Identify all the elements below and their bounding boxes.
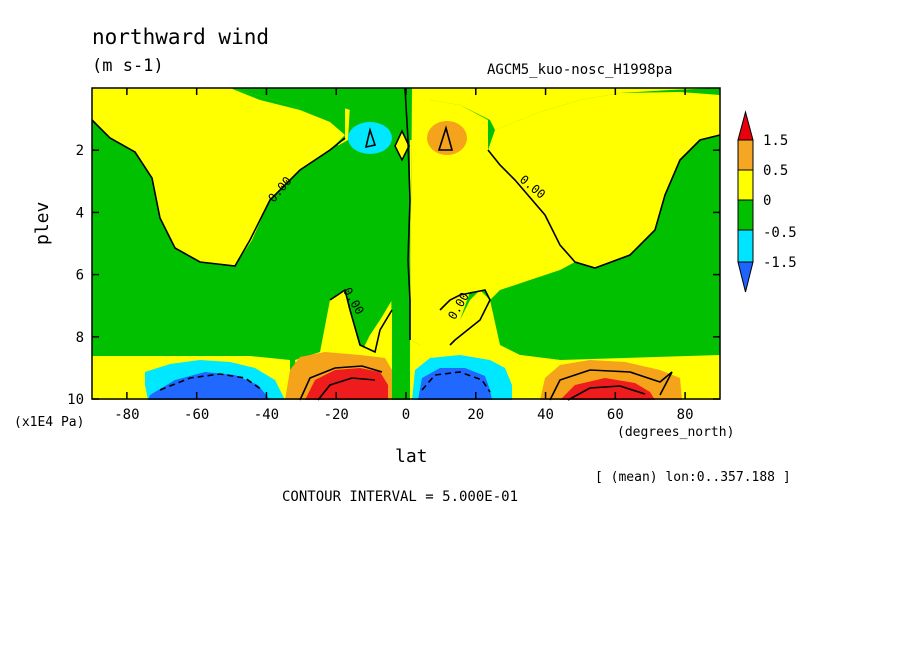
colorbar-label: 0 — [763, 193, 771, 209]
blue-bottom-center — [418, 368, 492, 400]
red-bottom-right — [560, 378, 655, 400]
y-tick-label: 6 — [76, 268, 84, 284]
x-tick-label: 40 — [537, 407, 554, 423]
x-axis-label: lat — [395, 446, 428, 467]
x-tick-label: 60 — [607, 407, 624, 423]
colorbar-top — [737, 110, 754, 141]
contour-neg-bottom-left — [159, 373, 263, 391]
y-axis-label: plev — [32, 201, 53, 245]
mean-note: [ (mean) lon:0..357.188 ] — [595, 470, 791, 485]
contour-pos-bottom-left2 — [317, 377, 376, 401]
x-tick-label: 0 — [402, 407, 410, 423]
y-tick-label: 4 — [76, 205, 84, 221]
contour-zero-right — [487, 134, 721, 269]
green-top-center — [262, 88, 412, 140]
contour-zero-center — [404, 87, 411, 340]
colorbar-label: 0.5 — [763, 163, 788, 179]
x-tick-label: 80 — [677, 407, 694, 423]
source-label: AGCM5_kuo-nosc_H1998pa — [487, 62, 673, 78]
colorbar: 1.5 0.5 0 -0.5 -1.5 — [737, 110, 797, 293]
contour-zero-lower-left — [329, 288, 393, 354]
contour-pos-bottom-right2 — [567, 385, 646, 401]
colorbar-segment — [737, 139, 754, 171]
yellow-left-blob — [92, 88, 345, 266]
colorbar-segment — [737, 199, 754, 231]
chart-units: (m s-1) — [92, 56, 164, 76]
colorbar-segment — [737, 169, 754, 201]
colorbar-label: -0.5 — [763, 225, 797, 241]
blue-bottom-left — [148, 372, 270, 400]
x-tick-label: -40 — [254, 407, 279, 423]
contour-cyan-top — [364, 127, 377, 149]
x-tick-label: -80 — [114, 407, 139, 423]
x-tick-label: -60 — [184, 407, 209, 423]
contour-fills — [92, 88, 720, 400]
x-axis: -80 -60 -40 -20 0 20 40 60 80 — [114, 88, 694, 423]
contour-interval: CONTOUR INTERVAL = 5.000E-01 — [282, 489, 519, 505]
colorbar-label: -1.5 — [763, 255, 797, 271]
chart-title: northward wind — [92, 25, 270, 49]
green-lower-left — [92, 105, 392, 356]
colorbar-segment — [737, 229, 754, 263]
orange-blob-top — [427, 121, 467, 155]
cyan-blob-top — [348, 122, 392, 154]
red-bottom-left — [305, 368, 388, 400]
contour-zero-left — [91, 119, 346, 267]
green-column — [390, 88, 410, 400]
y-tick-label: 10 — [67, 392, 84, 408]
yellow-right-blob — [488, 92, 720, 268]
contour-orange-top — [437, 125, 454, 151]
contour-pos-bottom-left — [299, 365, 383, 401]
contour-neg-bottom-center — [421, 371, 491, 393]
colorbar-bottom — [737, 261, 754, 293]
contour-zero-lower-right — [439, 289, 491, 346]
contour-lines — [91, 87, 721, 401]
yellow-diamond-top — [394, 129, 410, 162]
y-axis-unit: (x1E4 Pa) — [14, 415, 85, 430]
y-tick-label: 8 — [76, 330, 84, 346]
green-mid-left — [92, 120, 235, 266]
contour-pos-bottom-right — [549, 369, 673, 401]
colorbar-label: 1.5 — [763, 133, 788, 149]
x-tick-label: 20 — [467, 407, 484, 423]
x-tick-label: -20 — [324, 407, 349, 423]
y-tick-label: 2 — [76, 143, 84, 159]
y-axis: 2 4 6 8 10 — [67, 143, 720, 408]
x-axis-unit: (degrees_north) — [617, 425, 735, 440]
